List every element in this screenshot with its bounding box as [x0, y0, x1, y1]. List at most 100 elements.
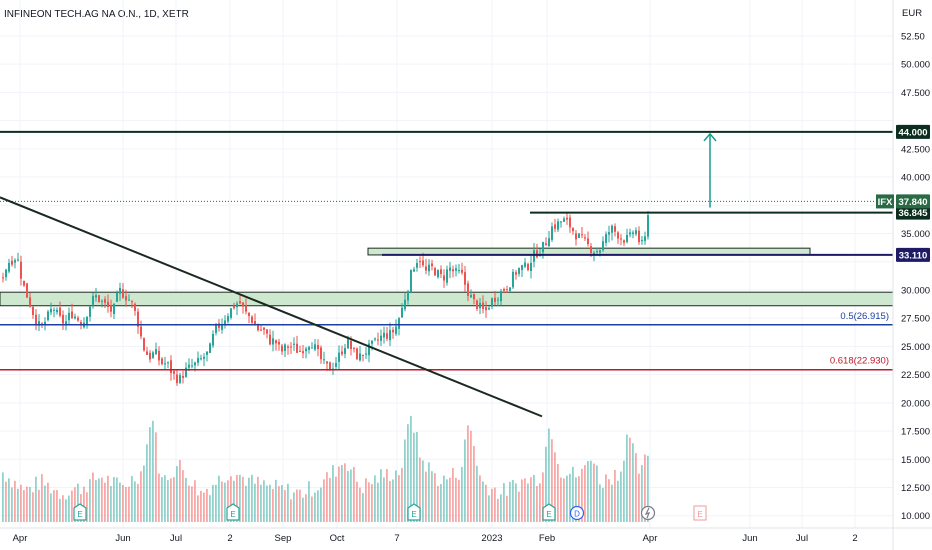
event-marker-E[interactable]: E: [542, 503, 556, 521]
volume-bar: [128, 486, 130, 522]
volume-bar: [455, 477, 457, 522]
volume-bar: [473, 445, 475, 522]
earnings-icon: [73, 503, 87, 521]
volume-bar: [26, 486, 28, 522]
last-price-badge: 37.840: [898, 197, 927, 208]
event-marker-D[interactable]: D: [569, 505, 585, 521]
candle-body: [173, 371, 175, 374]
volume-bar: [449, 477, 451, 522]
y-tick-label: 10.000: [901, 511, 930, 522]
candle-body: [26, 283, 28, 298]
volume-bar: [5, 481, 7, 522]
volume-bar: [377, 482, 379, 522]
volume-bar: [458, 479, 460, 522]
candle-body: [137, 311, 139, 327]
candle-body: [371, 340, 373, 344]
volume-bar: [617, 480, 619, 522]
candle-body: [575, 233, 577, 240]
candle-body: [206, 351, 208, 355]
level-badge: 36.845: [898, 208, 928, 219]
y-tick-label: 20.000: [901, 398, 930, 409]
volume-bar: [365, 478, 367, 522]
candle-body: [497, 299, 499, 301]
candle-body: [389, 330, 391, 341]
candle-body: [335, 362, 337, 367]
candle-body: [491, 298, 493, 307]
candle-body: [29, 297, 31, 307]
volume-bar: [521, 479, 523, 522]
volume-bar: [245, 485, 247, 522]
volume-bar: [422, 460, 424, 522]
x-tick-label: Jul: [170, 533, 182, 544]
earnings-glyph: E: [411, 510, 416, 519]
candle-body: [416, 263, 418, 268]
volume-bar: [140, 471, 142, 522]
candle-body: [641, 240, 643, 242]
volume-bar: [530, 477, 532, 522]
candle-body: [446, 269, 448, 283]
candle-body: [638, 230, 640, 243]
fib-label: 0.5(26.915): [840, 311, 889, 322]
candle-body: [212, 334, 214, 346]
volume-bar: [446, 479, 448, 522]
volume-bar: [383, 477, 385, 522]
volume-bar: [299, 489, 301, 522]
volume-bar: [470, 430, 472, 522]
volume-bar: [209, 495, 211, 522]
x-tick-label: Sep: [275, 533, 292, 544]
candle-body: [647, 215, 649, 237]
volume-bar: [362, 493, 364, 522]
currency-label: EUR: [902, 8, 922, 19]
volume-bar: [260, 484, 262, 522]
candle-body: [146, 351, 148, 355]
volume-bar: [488, 495, 490, 522]
level-badge-bg: [896, 247, 930, 262]
volume-bar: [635, 453, 637, 522]
event-marker-E[interactable]: E: [226, 503, 240, 521]
event-marker-E[interactable]: E: [407, 503, 421, 521]
candle-body: [623, 240, 625, 243]
volume-bar: [278, 486, 280, 522]
candle-body: [53, 309, 55, 311]
volume-bar: [143, 465, 145, 522]
volume-bar: [179, 459, 181, 522]
future-earnings-glyph: E: [697, 510, 702, 519]
volume-bar: [353, 467, 355, 522]
volume-bar: [221, 481, 223, 522]
volume-bar: [305, 494, 307, 522]
candle-body: [431, 263, 433, 267]
lightning-icon: [644, 507, 651, 519]
volume-bar: [296, 489, 298, 522]
volume-bar: [248, 477, 250, 522]
candle-body: [461, 269, 463, 273]
volume-bar: [2, 472, 4, 522]
candle-body: [452, 269, 454, 272]
candle-body: [119, 287, 121, 294]
volume-bar: [398, 475, 400, 522]
candle-body: [398, 318, 400, 329]
candle-body: [20, 261, 22, 279]
candle-body: [92, 295, 94, 305]
volume-bar: [314, 492, 316, 522]
candle-body: [620, 238, 622, 240]
volume-bar: [641, 465, 643, 522]
volume-bar: [170, 478, 172, 522]
volume-bar: [548, 428, 550, 522]
level-badge: 33.110: [899, 250, 928, 261]
candle-body: [11, 260, 13, 265]
volume-bar: [482, 481, 484, 522]
volume-bar: [308, 481, 310, 522]
volume-bar: [53, 490, 55, 522]
event-marker-E[interactable]: E: [73, 503, 87, 521]
drawings[interactable]: 0.5(26.915) 0.618(22.930): [0, 130, 893, 418]
candle-body: [170, 360, 172, 374]
volume-bar: [563, 478, 565, 522]
event-marker-E-future[interactable]: E: [693, 505, 707, 521]
event-marker-S[interactable]: [640, 505, 656, 521]
x-tick-label: 7: [394, 533, 399, 544]
candle-body: [233, 306, 235, 309]
volume-bar: [443, 475, 445, 522]
candle-body: [587, 238, 589, 245]
